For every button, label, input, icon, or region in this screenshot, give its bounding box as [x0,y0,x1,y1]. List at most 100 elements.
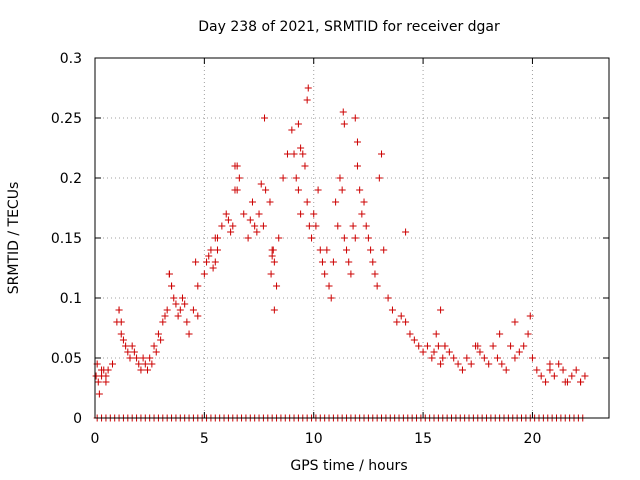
data-point [233,186,241,194]
data-point [102,372,110,380]
y-tick-label: 0.05 [51,351,82,367]
data-point [207,246,215,254]
y-tick-label: 0.3 [60,51,82,67]
data-point [268,252,276,260]
data-point [524,330,532,338]
data-point [528,354,536,362]
data-point [248,198,256,206]
data-point [294,120,302,128]
data-point [329,258,337,266]
data-point [312,222,320,230]
data-point [205,252,213,260]
data-point [288,126,296,134]
data-point [117,330,125,338]
data-point [561,378,569,386]
data-point [251,222,259,230]
data-point [273,282,281,290]
data-point [432,330,440,338]
data-point [211,258,219,266]
data-point [163,306,171,314]
data-point [373,282,381,290]
data-point [343,246,351,254]
data-point [445,348,453,356]
data-point [353,162,361,170]
data-point [266,198,274,206]
data-point [231,162,239,170]
data-point [314,186,322,194]
data-point [489,342,497,350]
data-point [150,342,158,350]
data-point [224,216,232,224]
data-point [537,372,545,380]
data-point [393,318,401,326]
data-point [305,222,313,230]
data-point [203,258,211,266]
data-point [261,114,269,122]
data-point [170,294,178,302]
data-point [209,264,217,272]
data-point [189,306,197,314]
data-point [275,234,283,242]
x-tick-label: 0 [91,431,100,447]
data-point [181,300,189,308]
y-tick-label: 0.15 [51,231,82,247]
data-point [378,150,386,158]
data-point [98,366,106,374]
data-point [515,348,523,356]
data-point [200,270,208,278]
data-point [555,360,563,368]
data-point [568,372,576,380]
data-point [559,366,567,374]
data-point [268,246,276,254]
data-point [318,258,326,266]
data-point [406,330,414,338]
data-point [339,108,347,116]
data-point [351,234,359,242]
data-point [259,222,267,230]
data-point [347,270,355,278]
data-point [283,150,291,158]
data-point [362,222,370,230]
data-point [402,318,410,326]
data-point [168,282,176,290]
data-point [340,120,348,128]
data-point [360,198,368,206]
data-point [458,366,466,374]
data-point [397,312,405,320]
data-point [154,330,162,338]
data-point [334,222,342,230]
data-point [340,234,348,242]
data-point [119,336,127,344]
data-point [104,366,112,374]
data-point [511,318,519,326]
data-point [183,318,191,326]
data-point [246,216,254,224]
x-tick-label: 10 [305,431,323,447]
data-point [244,234,252,242]
data-point [327,294,335,302]
data-point [572,366,580,374]
data-point [371,270,379,278]
data-point [364,234,372,242]
data-point [262,186,270,194]
data-point [423,342,431,350]
data-point [428,354,436,362]
data-point [511,354,519,362]
data-point [176,306,184,314]
data-point [550,372,558,380]
data-point [437,360,445,368]
data-point [178,294,186,302]
data-point [229,222,237,230]
data-point [402,228,410,236]
x-tick-label: 5 [200,431,209,447]
data-point [294,186,302,194]
data-point [117,318,125,326]
data-point [542,378,550,386]
data-point [174,312,182,320]
data-point [124,348,132,356]
data-point [375,174,383,182]
data-point [185,330,193,338]
data-point [139,354,147,362]
